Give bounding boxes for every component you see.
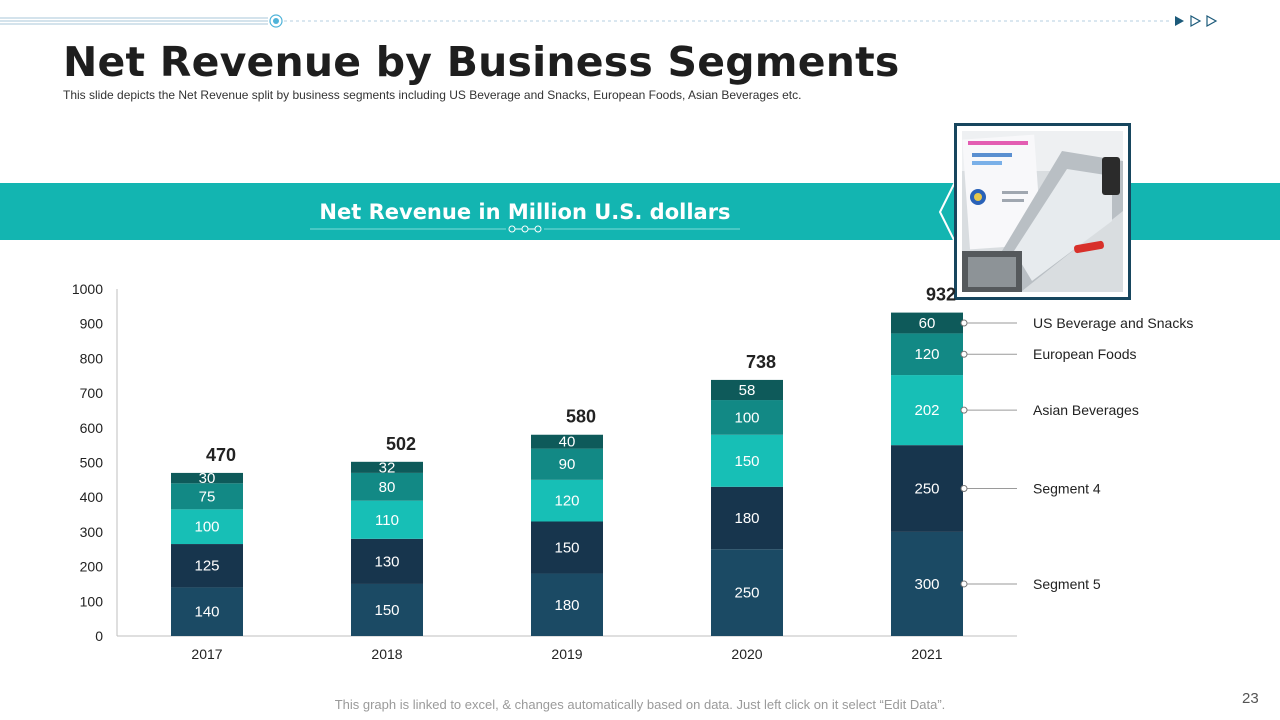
bar-value-label: 120: [554, 493, 579, 510]
bar-segment: [711, 486, 783, 550]
y-tick-label: 100: [80, 593, 104, 609]
legend-leader-dot: [960, 406, 968, 414]
page-number: 23: [1242, 690, 1259, 707]
bar-value-label: 300: [914, 576, 939, 593]
bar-total-label: 502: [386, 434, 416, 454]
bar-segment: [171, 472, 243, 484]
footnote: This graph is linked to excel, & changes…: [334, 697, 946, 712]
chart-header: Net Revenue in Million U.S. dollars: [319, 200, 731, 224]
y-tick-label: 300: [80, 524, 104, 540]
bar-segment: [711, 549, 783, 636]
bar-segment: [531, 448, 603, 480]
bar-total-label: 580: [566, 407, 596, 427]
legend-leader-dot: [960, 350, 968, 358]
bar-segment: [171, 509, 243, 545]
y-tick-label: 600: [80, 420, 104, 436]
bar-segment: [891, 445, 963, 532]
bar-value-label: 202: [914, 402, 939, 419]
y-tick-label: 0: [95, 628, 103, 644]
bar-segment: [351, 583, 423, 636]
bar-value-label: 100: [194, 519, 219, 536]
bar-value-label: 30: [199, 470, 216, 487]
bar-value-label: 180: [554, 597, 579, 614]
frame-notch: [938, 180, 957, 244]
bar-segment: [531, 521, 603, 574]
bar-value-label: 130: [374, 553, 399, 570]
bar-value-label: 150: [554, 540, 579, 557]
x-tick-label: 2017: [191, 646, 222, 662]
y-tick-label: 200: [80, 559, 104, 575]
bar-total-label: 932: [926, 285, 956, 305]
stacked-bar-chart: 0 100 200 300 400 500 600 700 800 900 1000 140 125 10…: [72, 281, 1193, 662]
laptop-photo-icon: [962, 131, 1123, 292]
page-title: Net Revenue by Business Segments: [63, 38, 900, 86]
top-decoration: [0, 14, 1218, 28]
bar-value-label: 40: [559, 434, 576, 451]
bar-value-label: 180: [734, 510, 759, 527]
bar-segment: [351, 472, 423, 501]
bar-value-label: 110: [375, 512, 399, 529]
bar-segment: [891, 531, 963, 636]
bar-value-label: 32: [379, 459, 396, 476]
bar-value-label: 120: [914, 346, 939, 363]
page-subtitle: This slide depicts the Net Revenue split…: [63, 88, 802, 102]
legend-label: Asian Beverages: [1033, 402, 1139, 418]
bar-segment: [711, 434, 783, 487]
legend-label: Segment 4: [1033, 481, 1101, 497]
bar-segment: [531, 434, 603, 449]
legend-leader-dot: [960, 485, 968, 493]
bar-segment: [351, 461, 423, 473]
bar-segment: [531, 573, 603, 636]
bar-value-label: 140: [194, 604, 219, 621]
bar-value-label: 75: [199, 488, 216, 505]
bar-value-label: 125: [194, 558, 219, 575]
legend-leader-dot: [960, 580, 968, 588]
bar-segment: [171, 587, 243, 636]
bar-segment: [171, 483, 243, 510]
bar-value-label: 250: [914, 481, 939, 498]
x-tick-label: 2018: [371, 646, 402, 662]
bar-value-label: 58: [739, 382, 756, 399]
x-tick-label: 2019: [551, 646, 582, 662]
legend-label: European Foods: [1033, 346, 1137, 362]
bar-segment: [891, 375, 963, 446]
bar-segment: [171, 544, 243, 588]
bar-segment: [891, 312, 963, 334]
y-tick-label: 500: [80, 455, 104, 471]
x-tick-label: 2020: [731, 646, 762, 662]
y-tick-label: 400: [80, 489, 104, 505]
bar-segment: [711, 379, 783, 401]
x-tick-label: 2021: [911, 646, 942, 662]
y-tick-label: 700: [80, 385, 104, 401]
bar-segment: [351, 538, 423, 584]
bar-segment: [351, 500, 423, 539]
bar-value-label: 80: [379, 479, 396, 496]
photo-frame: [954, 123, 1131, 300]
header-ornament: [310, 225, 740, 233]
legend-leader-dot: [960, 319, 968, 327]
legend-label: US Beverage and Snacks: [1033, 315, 1193, 331]
bar-total-label: 738: [746, 352, 776, 372]
y-tick-label: 800: [80, 350, 104, 366]
bar-total-label: 470: [206, 445, 236, 465]
bar-value-label: 150: [734, 453, 759, 470]
bar-value-label: 150: [374, 602, 399, 619]
y-tick-label: 1000: [72, 281, 103, 297]
y-tick-label: 900: [80, 316, 104, 332]
bar-segment: [711, 400, 783, 435]
legend-label: Segment 5: [1033, 576, 1101, 592]
bar-value-label: 90: [559, 456, 576, 473]
bar-value-label: 60: [919, 315, 936, 332]
bar-segment: [531, 479, 603, 522]
bar-value-label: 250: [734, 585, 759, 602]
bar-value-label: 100: [734, 409, 759, 426]
bar-segment: [891, 333, 963, 376]
